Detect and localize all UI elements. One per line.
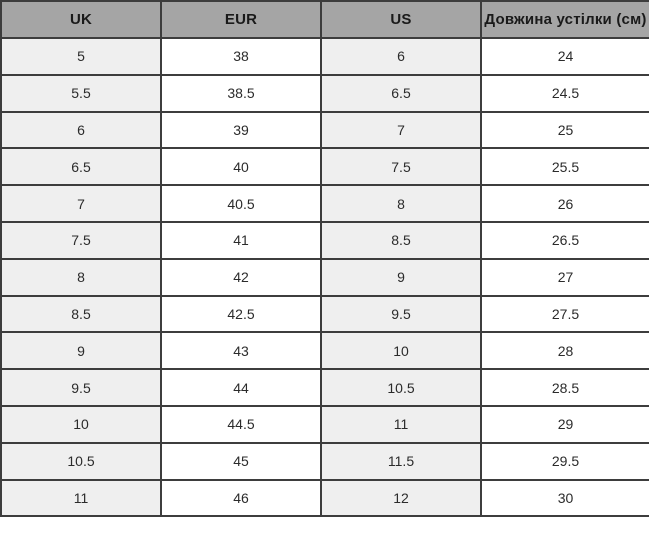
- column-header: Довжина устілки (см): [482, 2, 649, 39]
- table-row: 8.5 42.5 9.5 27.5: [2, 296, 649, 334]
- table-cell: 42.5: [162, 296, 322, 334]
- table-cell: 11: [2, 480, 162, 518]
- table-cell: 7: [2, 186, 162, 223]
- table-body: 5 38 6 24 5.5 38.5 6.5 24.5 6 39 7 25 6.5 40 7.5 25.5 7 4…: [2, 39, 649, 518]
- table-row: 9 43 10 28: [2, 333, 649, 371]
- table-cell: 7.5: [2, 222, 162, 260]
- table-cell: 26: [482, 186, 649, 223]
- table-cell: 26.5: [482, 222, 649, 260]
- table-cell: 6.5: [2, 149, 162, 187]
- table-row: 11 46 12 30: [2, 480, 649, 518]
- table-cell: 6: [2, 112, 162, 150]
- table-cell: 8.5: [2, 296, 162, 334]
- table-row: 8 42 9 27: [2, 259, 649, 297]
- table-cell: 27.5: [482, 296, 649, 334]
- table-cell: 29.5: [482, 443, 649, 481]
- table-cell: 39: [162, 112, 322, 150]
- table-cell: 43: [162, 333, 322, 371]
- table-cell: 9: [322, 259, 482, 297]
- table-cell: 44: [162, 370, 322, 407]
- table-cell: 11: [322, 406, 482, 444]
- table-cell: 10.5: [322, 370, 482, 407]
- table-cell: 28.5: [482, 370, 649, 407]
- table-row: 5 38 6 24: [2, 39, 649, 76]
- table-header-row: UK EUR US Довжина устілки (см): [2, 2, 649, 39]
- table-cell: 25.5: [482, 149, 649, 187]
- table-cell: 44.5: [162, 406, 322, 444]
- table-row: 10 44.5 11 29: [2, 406, 649, 444]
- table-cell: 30: [482, 480, 649, 518]
- table-cell: 45: [162, 443, 322, 481]
- table-cell: 7.5: [322, 149, 482, 187]
- table-cell: 5: [2, 39, 162, 76]
- table-cell: 9.5: [2, 370, 162, 407]
- table-cell: 8: [2, 259, 162, 297]
- table-cell: 46: [162, 480, 322, 518]
- table-cell: 9: [2, 333, 162, 371]
- table-cell: 42: [162, 259, 322, 297]
- table-cell: 41: [162, 222, 322, 260]
- table-cell: 10.5: [2, 443, 162, 481]
- table-cell: 6.5: [322, 75, 482, 113]
- table-cell: 6: [322, 39, 482, 76]
- table-row: 10.5 45 11.5 29.5: [2, 443, 649, 481]
- table-cell: 27: [482, 259, 649, 297]
- table-cell: 40: [162, 149, 322, 187]
- table-cell: 29: [482, 406, 649, 444]
- table-cell: 24: [482, 39, 649, 76]
- column-header: UK: [2, 2, 162, 39]
- table-row: 7.5 41 8.5 26.5: [2, 222, 649, 260]
- table-cell: 38.5: [162, 75, 322, 113]
- size-chart-table: UK EUR US Довжина устілки (см) 5 38 6 24 5.5 38.…: [0, 0, 649, 518]
- table-cell: 11.5: [322, 443, 482, 481]
- table-cell: 9.5: [322, 296, 482, 334]
- table-row: 5.5 38.5 6.5 24.5: [2, 75, 649, 113]
- table-cell: 7: [322, 112, 482, 150]
- table-row: 9.5 44 10.5 28.5: [2, 370, 649, 407]
- table-cell: 5.5: [2, 75, 162, 113]
- table-cell: 10: [322, 333, 482, 371]
- table-cell: 8: [322, 186, 482, 223]
- column-header: US: [322, 2, 482, 39]
- table-cell: 10: [2, 406, 162, 444]
- table-row: 6.5 40 7.5 25.5: [2, 149, 649, 187]
- table-cell: 28: [482, 333, 649, 371]
- table-cell: 24.5: [482, 75, 649, 113]
- column-header: EUR: [162, 2, 322, 39]
- table-row: 7 40.5 8 26: [2, 186, 649, 223]
- table-cell: 8.5: [322, 222, 482, 260]
- table-cell: 40.5: [162, 186, 322, 223]
- table-cell: 12: [322, 480, 482, 518]
- table-cell: 38: [162, 39, 322, 76]
- table-cell: 25: [482, 112, 649, 150]
- table-row: 6 39 7 25: [2, 112, 649, 150]
